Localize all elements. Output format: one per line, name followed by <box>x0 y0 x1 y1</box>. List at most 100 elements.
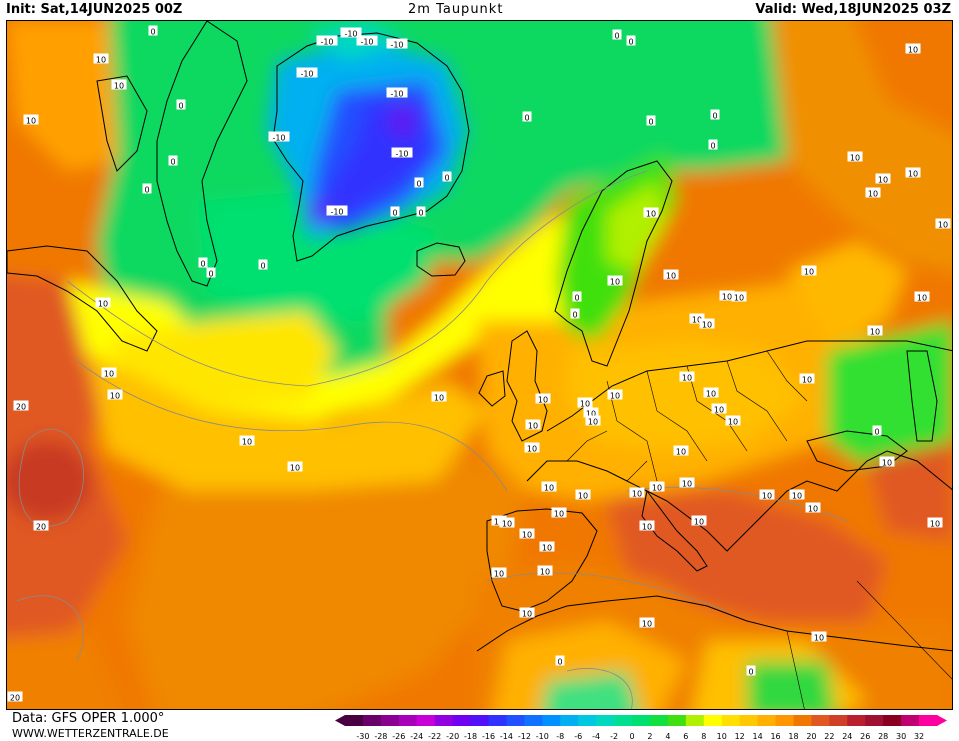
contour-label-bg <box>789 489 805 500</box>
contour-label: 10 <box>494 570 504 579</box>
legend-tick-label: -26 <box>392 732 405 741</box>
legend-tick-label: 18 <box>788 732 798 741</box>
contour-label: 10 <box>917 294 927 303</box>
contour-label: 10 <box>702 321 712 330</box>
legend-swatch <box>685 715 705 726</box>
legend-swatch <box>865 715 884 726</box>
contour-label-bg <box>198 257 208 268</box>
contour-label: 10 <box>808 505 818 514</box>
contour-label-bg <box>535 393 551 404</box>
legend-swatch <box>596 715 615 726</box>
contour-label-bg <box>555 655 565 666</box>
contour-label: 10 <box>540 568 550 577</box>
contour-label-bg <box>431 391 447 402</box>
legend-tick-label: 28 <box>878 732 888 741</box>
legend-tick-label: -4 <box>592 732 600 741</box>
legend-swatch <box>452 715 472 726</box>
contour-label: 10 <box>538 396 548 405</box>
contour-label: 0 <box>614 32 619 41</box>
data-source: Data: GFS OPER 1.000° <box>12 711 165 726</box>
contour-label-bg <box>340 27 362 38</box>
legend-swatch <box>793 715 812 726</box>
map-footer: Data: GFS OPER 1.000° WWW.WETTERZENTRALE… <box>0 710 959 741</box>
contour-label: 0 <box>392 209 397 218</box>
contour-label-bg <box>268 131 290 142</box>
contour-label-bg <box>607 389 623 400</box>
legend-tick-label: -24 <box>410 732 423 741</box>
legend-swatch <box>560 715 579 726</box>
contour-label-bg <box>414 177 424 188</box>
legend-arrow-left <box>335 715 345 726</box>
contour-label: 10 <box>694 518 704 527</box>
contour-label-bg <box>111 79 127 90</box>
legend-tick-label: 10 <box>717 732 727 741</box>
contour-label-bg <box>710 109 720 120</box>
contour-label: -10 <box>360 38 373 47</box>
legend-tick-label: 12 <box>735 732 745 741</box>
contour-label-bg <box>679 371 695 382</box>
contour-label: 20 <box>36 523 46 532</box>
contour-label: 10 <box>728 418 738 427</box>
contour-label: 10 <box>682 374 692 383</box>
contour-label: 0 <box>710 142 715 151</box>
contour-label-bg <box>356 35 378 46</box>
contour-label-bg <box>663 269 679 280</box>
contour-label-bg <box>639 520 655 531</box>
dewpoint-map: -10 -10 -10 -10 -10 -10 -10 -10 -10 0 0 0 0 0 0 0 0 0 0 0 0 0… <box>6 20 953 710</box>
contour-label-bg <box>805 502 821 513</box>
contour-label: 10 <box>682 480 692 489</box>
contour-label-bg <box>626 35 636 46</box>
contour-label-bg <box>607 275 623 286</box>
contour-label: 10 <box>676 448 686 457</box>
contour-label-bg <box>691 515 707 526</box>
contour-label-bg <box>577 397 593 408</box>
contour-label-bg <box>570 308 580 319</box>
contour-label: 0 <box>150 28 155 37</box>
contour-label-bg <box>142 183 152 194</box>
legend-swatch <box>721 715 741 726</box>
contour-label-bg <box>326 205 348 216</box>
contour-label-bg <box>699 318 715 329</box>
contour-label: 10 <box>544 484 554 493</box>
contour-label: 10 <box>938 221 948 230</box>
legend-tick-label: 14 <box>753 732 763 741</box>
contour-label: 10 <box>762 492 772 501</box>
legend-swatch <box>632 715 651 726</box>
legend-tick-label: -30 <box>356 732 369 741</box>
contour-label-bg <box>572 291 582 302</box>
contour-label-bg <box>287 461 303 472</box>
legend-swatch <box>649 715 669 726</box>
contour-label-bg <box>296 67 318 78</box>
color-legend: -30 -28 -26 -24 -22 -20 -18 -16 -14 -12 -10 -8 -6 -4-… <box>335 715 947 741</box>
contour-label-bg <box>719 290 735 301</box>
contour-label: 10 <box>98 300 108 309</box>
contour-label-bg <box>148 25 158 36</box>
contour-label: 10 <box>792 492 802 501</box>
legend-swatch <box>524 715 543 726</box>
valid-time: Valid: Wed,18JUN2025 03Z <box>755 2 951 17</box>
contour-label-bg <box>711 403 727 414</box>
contour-label: 10 <box>580 400 590 409</box>
contour-label: 0 <box>524 114 529 123</box>
contour-label-bg <box>914 291 930 302</box>
contour-label: 10 <box>522 610 532 619</box>
contour-label: 10 <box>666 272 676 281</box>
legend-swatch <box>506 715 525 726</box>
contour-label-bg <box>386 87 408 98</box>
contour-label: -10 <box>344 30 357 39</box>
legend-swatch <box>883 715 902 726</box>
contour-label: 10 <box>610 278 620 287</box>
legend-swatch <box>739 715 759 726</box>
contour-label: 10 <box>632 490 642 499</box>
contour-label-bg <box>801 265 817 276</box>
contour-label: 10 <box>494 518 504 527</box>
contour-label: -10 <box>300 70 313 79</box>
contour-label: 0 <box>208 270 213 279</box>
contour-label-bg <box>703 387 719 398</box>
contour-label-bg <box>524 442 540 453</box>
legend-tick-label: -2 <box>610 732 618 741</box>
contour-label: 10 <box>850 154 860 163</box>
contour-label: 10 <box>114 82 124 91</box>
contour-label: 10 <box>554 510 564 519</box>
